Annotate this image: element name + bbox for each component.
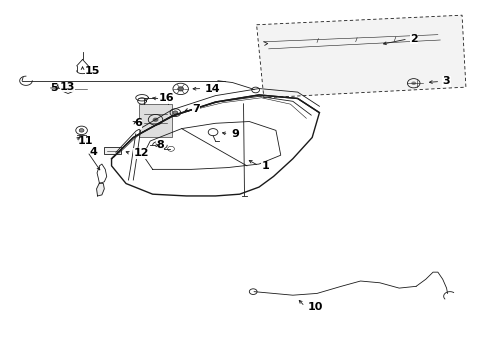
Text: 2: 2 (409, 34, 417, 44)
Circle shape (173, 111, 178, 114)
Text: 11: 11 (78, 136, 93, 146)
Text: 4: 4 (90, 147, 98, 157)
Text: 14: 14 (204, 84, 220, 94)
Circle shape (178, 87, 183, 91)
Bar (104, 147, 121, 154)
Text: 3: 3 (442, 76, 449, 86)
Text: 6: 6 (134, 118, 142, 128)
Circle shape (410, 81, 415, 85)
Text: 5: 5 (50, 83, 58, 93)
Text: 16: 16 (158, 94, 174, 103)
Circle shape (79, 129, 84, 132)
Text: 12: 12 (133, 148, 148, 158)
Text: 1: 1 (261, 161, 268, 171)
Text: 15: 15 (85, 66, 100, 76)
Bar (139, 104, 172, 138)
Polygon shape (256, 15, 465, 98)
Text: 13: 13 (60, 82, 75, 92)
Text: 10: 10 (307, 302, 322, 311)
Circle shape (152, 118, 158, 122)
Text: 8: 8 (156, 140, 164, 150)
Polygon shape (96, 183, 104, 196)
Text: 9: 9 (230, 129, 238, 139)
Text: 7: 7 (192, 104, 200, 114)
